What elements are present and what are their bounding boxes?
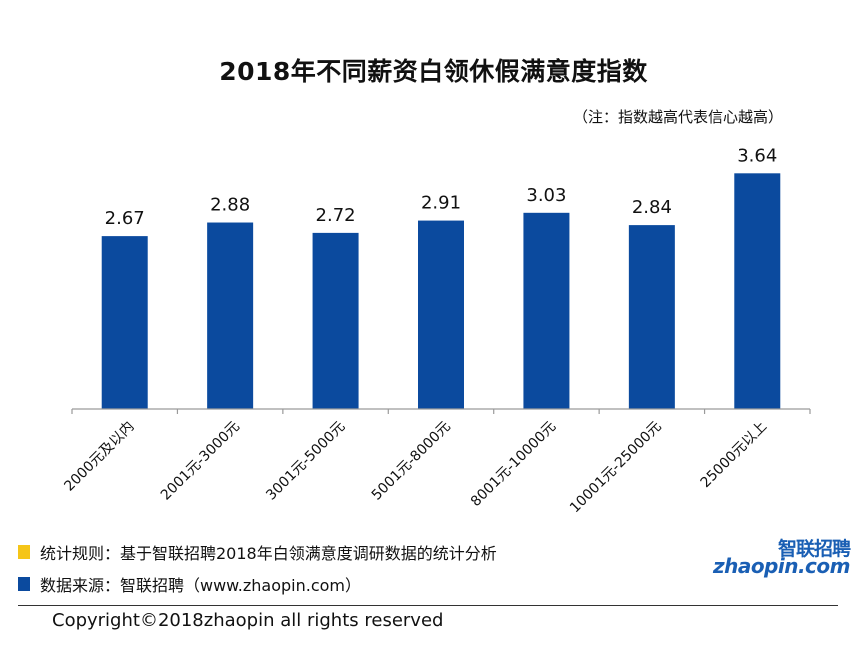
- value-label-3: 2.91: [421, 193, 461, 214]
- tick-label-2: 3001元-5000元: [263, 419, 348, 504]
- copyright-text: Copyright©2018zhaopin all rights reserve…: [52, 610, 444, 631]
- bar-5: [628, 225, 675, 409]
- source-text: 数据来源：智联招聘（www.zhaopin.com）: [40, 576, 362, 595]
- value-label-5: 2.84: [632, 197, 672, 218]
- bar-4: [523, 212, 570, 409]
- zhaopin-logo: 智联招聘 zhaopin.com: [713, 534, 851, 584]
- legend-rule: 统计规则：基于智联招聘2018年白领满意度调研数据的统计分析: [18, 540, 497, 564]
- bar-1: [207, 222, 254, 409]
- tick-label-3: 5001元-8000元: [369, 419, 454, 504]
- yellow-square-icon: [18, 545, 30, 559]
- value-label-1: 2.88: [210, 195, 250, 216]
- rule-text: 统计规则：基于智联招聘2018年白领满意度调研数据的统计分析: [40, 544, 497, 563]
- chart-note: （注：指数越高代表信心越高）: [572, 108, 783, 126]
- bar-2: [312, 232, 359, 409]
- bar-3: [418, 220, 464, 409]
- value-label-6: 3.64: [737, 145, 777, 166]
- bar-chart: 2.67 2.88 2.72 2.91 3.03 2.84 3.64 2000元及以内 200…: [61, 145, 811, 517]
- value-label-4: 3.03: [526, 185, 566, 206]
- bar-6: [734, 173, 781, 409]
- value-label-0: 2.67: [105, 208, 145, 229]
- footer-divider: [18, 605, 838, 606]
- tick-label-4: 8001元-10000元: [468, 419, 559, 510]
- legend-source: 数据来源：智联招聘（www.zhaopin.com）: [18, 572, 361, 596]
- tick-label-1: 2001元-3000元: [158, 419, 243, 504]
- bar-0: [101, 236, 148, 409]
- blue-square-icon: [18, 577, 30, 591]
- tick-label-6: 25000元以上: [698, 419, 771, 492]
- logo-en-text: zhaopin.com: [712, 554, 851, 578]
- tick-label-0: 2000元及以内: [61, 419, 137, 495]
- tick-label-5: 10001元-25000元: [567, 419, 665, 517]
- logo-cn-text: 智联招聘: [777, 538, 851, 560]
- value-label-2: 2.72: [316, 205, 356, 226]
- chart-title: 2018年不同薪资白领休假满意度指数: [219, 57, 648, 86]
